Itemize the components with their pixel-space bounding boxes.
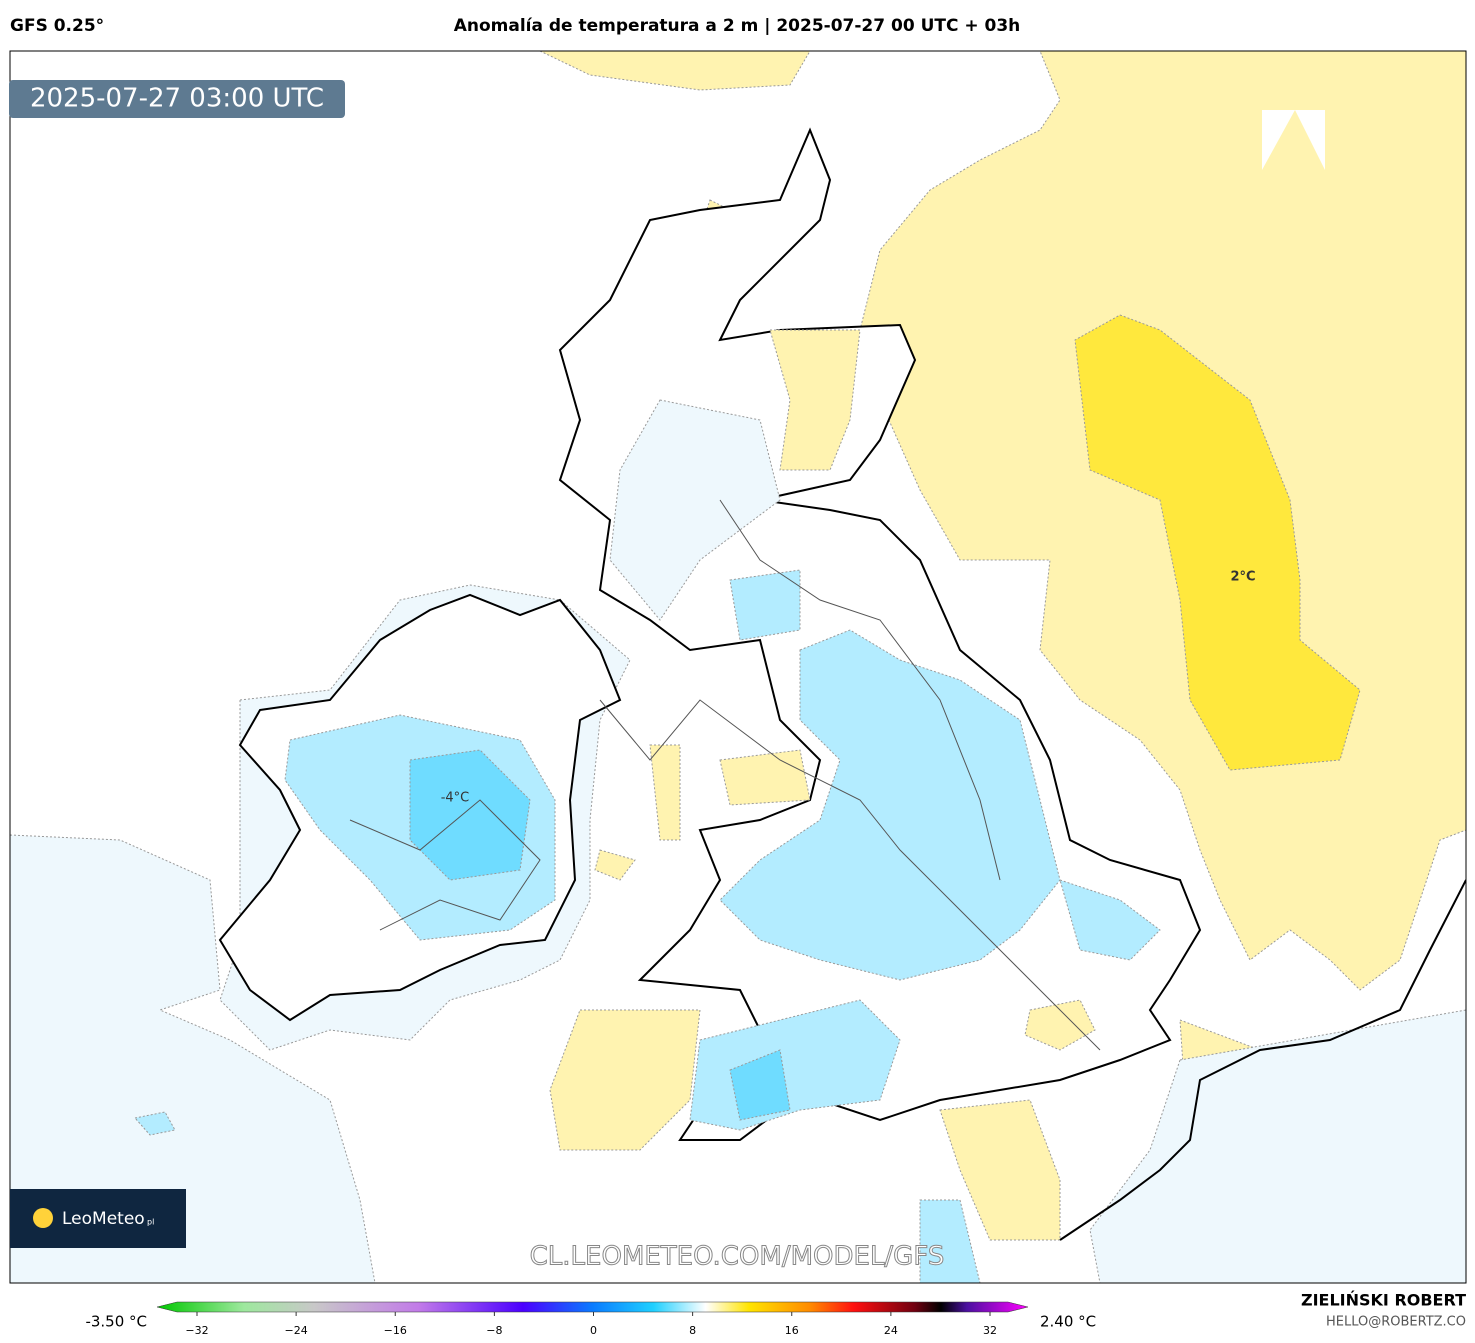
tick-label: −16 — [384, 1324, 407, 1337]
model-label: GFS 0.25° — [10, 16, 104, 36]
colorbar — [156, 1301, 1029, 1313]
colorbar-min: -3.50 °C — [85, 1313, 147, 1331]
tick-label: 24 — [884, 1324, 898, 1337]
tick-label: 8 — [689, 1324, 696, 1337]
contour-label: 2°C — [1230, 570, 1255, 585]
logo-sun — [33, 1208, 53, 1228]
tick-label: 0 — [590, 1324, 597, 1337]
timestamp: 2025-07-27 03:00 UTC — [30, 84, 324, 114]
tick-label: −32 — [185, 1324, 208, 1337]
map: -4°C 2°C CL.LEOMETEO.COM/MODEL/GFS — [10, 51, 1466, 1283]
tick-label: −24 — [285, 1324, 308, 1337]
colorbar-max: 2.40 °C — [1040, 1313, 1096, 1331]
logo-suffix: pl — [147, 1218, 154, 1227]
logo: LeoMeteo — [62, 1209, 145, 1229]
email: HELLO@ROBERTZ.CO — [1326, 1315, 1466, 1330]
author: ZIELIŃSKI ROBERT — [1301, 1291, 1466, 1310]
timestamp-box — [9, 80, 345, 118]
tick-label: −8 — [486, 1324, 502, 1337]
tick-label: 16 — [785, 1324, 799, 1337]
tick-label: 32 — [983, 1324, 997, 1337]
title: Anomalía de temperatura a 2 m | 2025-07-… — [454, 16, 1021, 36]
contour-label: -4°C — [441, 791, 470, 806]
colorbar-ticks: −32 −24 −16 −8 0 8 16 24 32 — [185, 1312, 997, 1337]
watermark: CL.LEOMETEO.COM/MODEL/GFS — [530, 1242, 945, 1272]
